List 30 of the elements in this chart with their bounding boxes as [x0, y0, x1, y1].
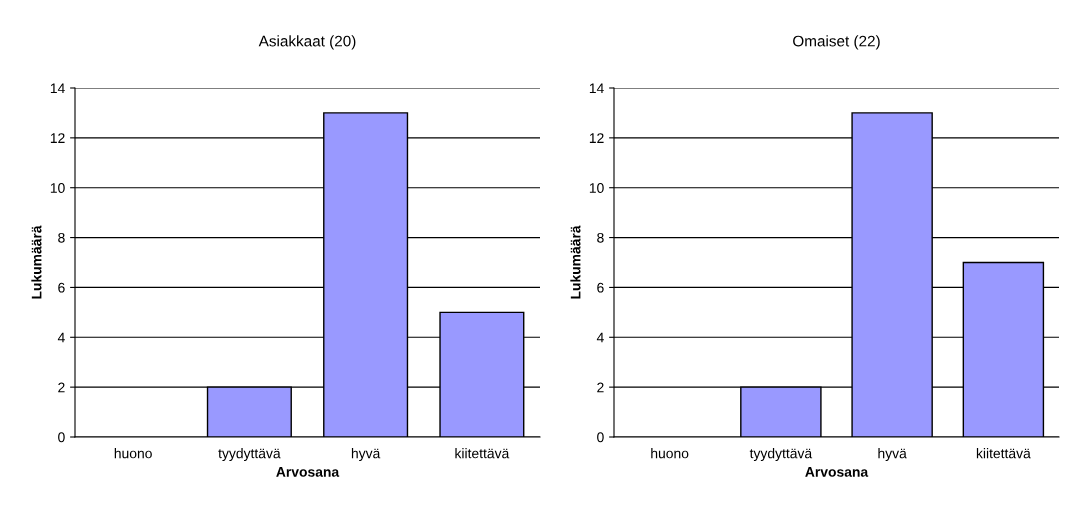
x-tick-label: hyvä — [351, 448, 381, 462]
y-tick-label: 6 — [597, 282, 604, 293]
x-tick-label: tyydyttävä — [218, 448, 281, 462]
y-tick-label: 8 — [58, 232, 65, 243]
chart-title: Omaiset (22) — [793, 35, 880, 50]
y-tick-label: 12 — [50, 133, 65, 143]
x-tick-label: huono — [651, 448, 689, 459]
y-tick-label: 2 — [58, 382, 65, 393]
x-tick-label: hyvä — [878, 448, 907, 462]
y-tick-label: 4 — [57, 332, 65, 343]
y-axis-title: Lukumäärä — [31, 225, 42, 299]
y-tick-label: 2 — [597, 382, 604, 393]
y-tick-label: 12 — [589, 133, 604, 143]
x-tick-label: kiitettävä — [976, 448, 1031, 459]
x-tick-label: kiitettävä — [455, 448, 510, 459]
y-tick-label: 10 — [589, 183, 604, 193]
x-axis-title: Arvosana — [276, 467, 340, 477]
chart-title: Asiakkaat (20) — [258, 35, 356, 50]
y-tick-label: 10 — [50, 183, 65, 193]
y-tick-label: 14 — [589, 83, 604, 94]
x-tick-label: tyydyttävä — [749, 448, 813, 462]
y-axis-title: Lukumäärä — [570, 225, 581, 299]
y-tick-label: 0 — [58, 432, 65, 443]
y-tick-label: 6 — [58, 282, 65, 293]
x-axis-title: Arvosana — [805, 467, 869, 477]
y-tick-label: 0 — [597, 432, 604, 443]
x-tick-label: huono — [114, 448, 152, 459]
y-tick-label: 4 — [596, 332, 604, 343]
y-tick-label: 14 — [50, 83, 65, 94]
y-tick-label: 8 — [597, 232, 604, 243]
